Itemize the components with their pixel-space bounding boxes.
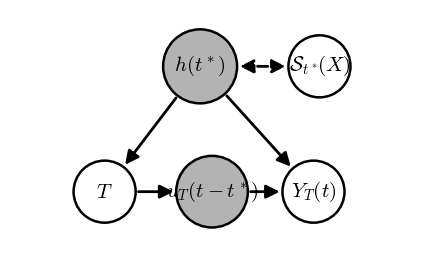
Text: $T$: $T$ [96,182,113,202]
Circle shape [163,29,237,103]
Circle shape [283,161,344,223]
Text: $\mathcal{S}_{t^*}\!(X)$: $\mathcal{S}_{t^*}\!(X)$ [289,54,350,78]
Circle shape [74,161,136,223]
Text: $u_T(t-t^*)$: $u_T(t-t^*)$ [166,180,258,204]
Circle shape [289,35,351,97]
Text: $Y_T(t)$: $Y_T(t)$ [291,180,336,204]
Text: $h(t^*)$: $h(t^*)$ [174,54,226,78]
Circle shape [176,156,248,228]
